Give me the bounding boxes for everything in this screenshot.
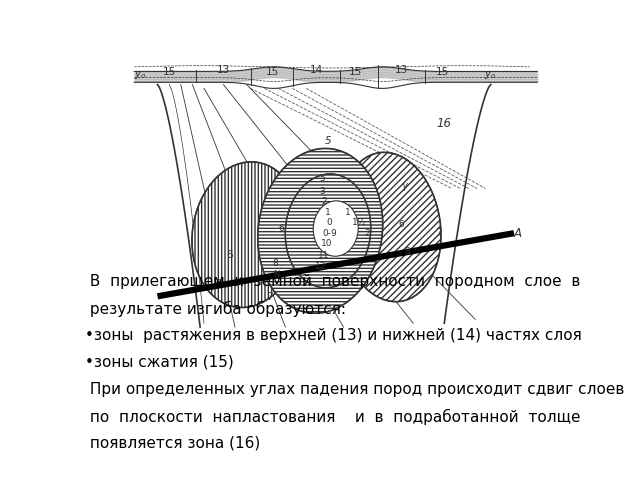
Ellipse shape xyxy=(285,174,371,288)
Text: 6: 6 xyxy=(278,224,284,233)
Text: γ: γ xyxy=(401,180,407,191)
Text: 13: 13 xyxy=(395,65,408,75)
Text: a: a xyxy=(215,277,221,287)
Text: 15: 15 xyxy=(163,67,176,77)
Text: 6: 6 xyxy=(227,250,233,260)
Text: При определенных углах падения пород происходит сдвиг слоев: При определенных углах падения пород про… xyxy=(85,382,625,397)
Text: $y_o$: $y_o$ xyxy=(484,69,497,81)
Text: 7: 7 xyxy=(435,228,442,238)
Ellipse shape xyxy=(313,201,358,256)
Text: 3: 3 xyxy=(320,187,326,196)
Text: 0-9: 0-9 xyxy=(322,229,337,238)
Text: 1½: 1½ xyxy=(352,218,366,228)
Text: 15: 15 xyxy=(349,67,362,77)
Text: 6: 6 xyxy=(399,220,404,229)
Text: по  плоскости  напластования    и  в  подработанной  толще: по плоскости напластования и в подработа… xyxy=(85,409,580,425)
Ellipse shape xyxy=(258,148,383,313)
Text: •зоны сжатия (15): •зоны сжатия (15) xyxy=(85,355,234,370)
Text: 16: 16 xyxy=(436,117,452,130)
Text: 14: 14 xyxy=(310,65,323,75)
Text: появляется зона (16): появляется зона (16) xyxy=(85,436,260,451)
Text: 10: 10 xyxy=(321,239,332,248)
Text: 13: 13 xyxy=(217,65,230,75)
Text: 1: 1 xyxy=(325,208,331,217)
Text: 8: 8 xyxy=(273,259,278,267)
Text: $y_o$: $y_o$ xyxy=(134,69,147,81)
Text: 7: 7 xyxy=(267,292,273,302)
Text: •зоны  растяжения в верхней (13) и нижней (14) частях слоя: •зоны растяжения в верхней (13) и нижней… xyxy=(85,328,582,343)
Text: N: N xyxy=(273,270,279,279)
Text: результате изгиба образуются:: результате изгиба образуются: xyxy=(85,301,346,317)
Text: 5: 5 xyxy=(320,174,326,183)
Ellipse shape xyxy=(339,152,441,301)
Text: A: A xyxy=(514,227,522,240)
Text: 12: 12 xyxy=(315,263,326,271)
Ellipse shape xyxy=(192,162,301,308)
Text: В  прилегающем  к  земной  поверхности  породном  слое  в: В прилегающем к земной поверхности пород… xyxy=(85,274,580,289)
Text: 0: 0 xyxy=(326,218,332,228)
Text: 5: 5 xyxy=(324,136,332,146)
Text: 15: 15 xyxy=(266,67,279,77)
Text: 2: 2 xyxy=(321,197,327,206)
Text: 11: 11 xyxy=(318,251,330,260)
Text: 2: 2 xyxy=(364,229,369,238)
Text: 1: 1 xyxy=(344,208,350,217)
Text: 8: 8 xyxy=(404,247,410,256)
Text: 15: 15 xyxy=(436,67,449,77)
